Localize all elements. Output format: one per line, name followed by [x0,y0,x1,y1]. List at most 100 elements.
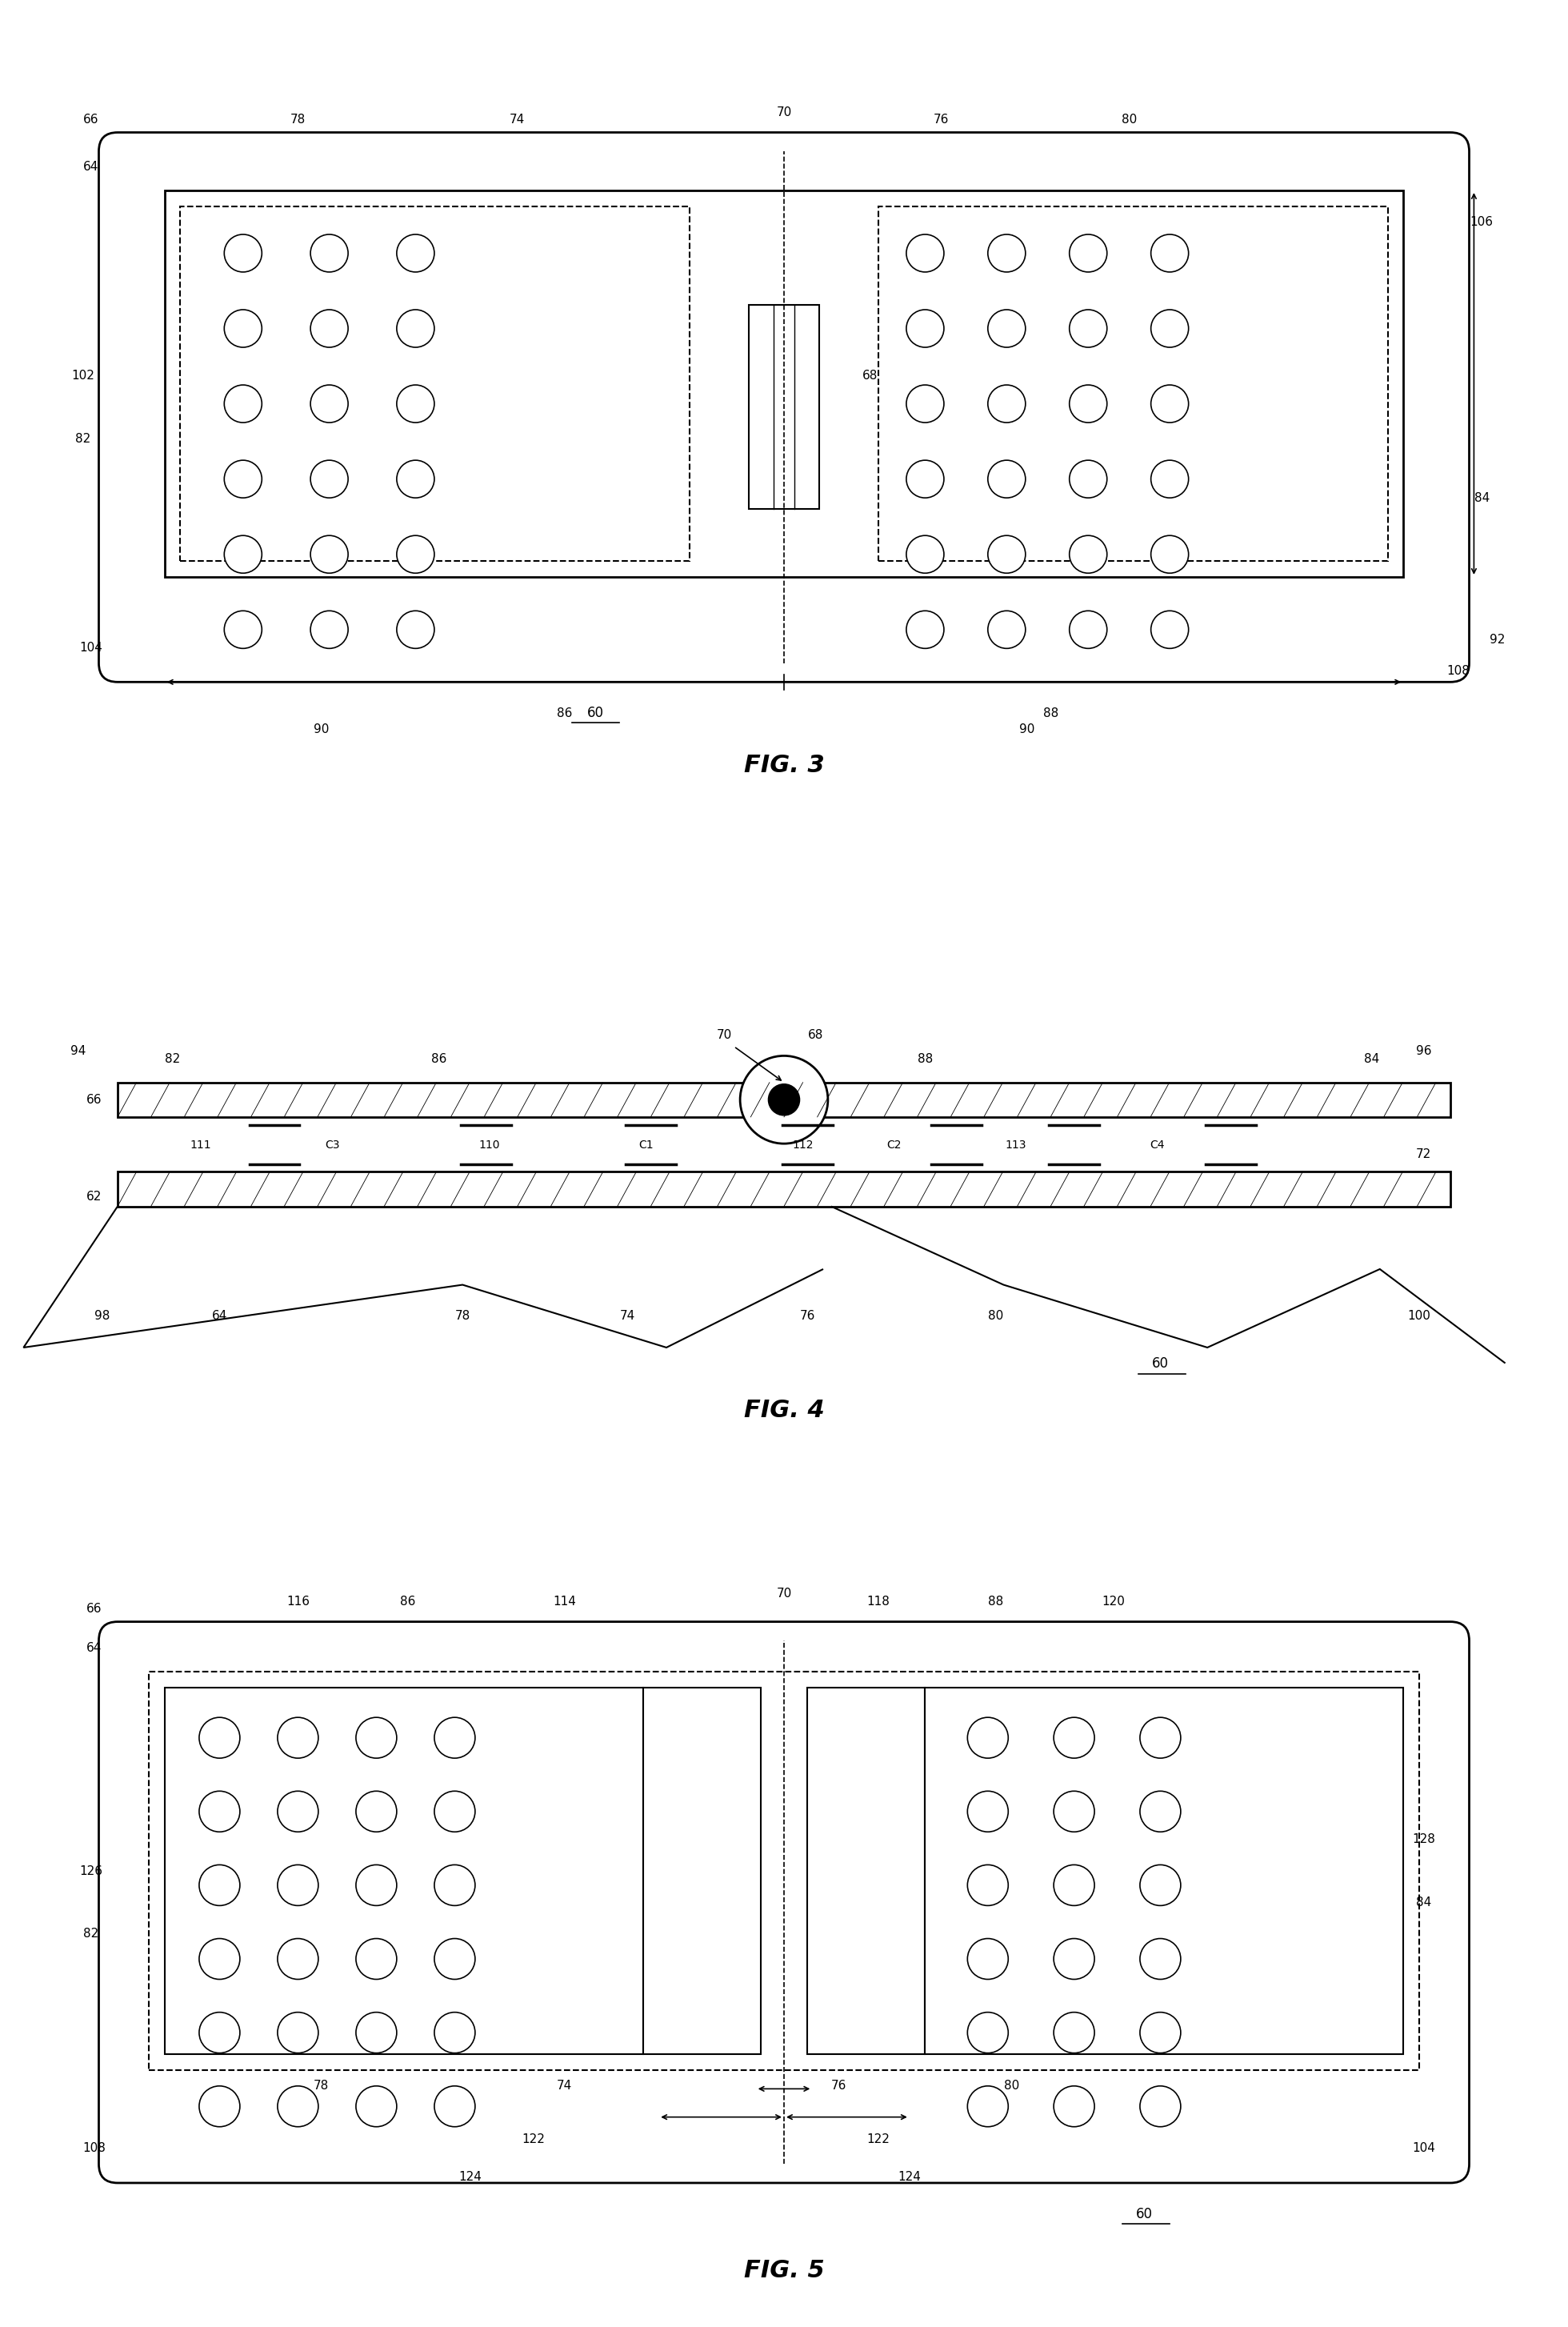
Text: 104: 104 [80,642,102,654]
Text: 102: 102 [72,370,94,382]
Circle shape [434,1864,475,1906]
Circle shape [434,2085,475,2127]
Text: 66: 66 [86,1094,102,1105]
Bar [643,1687,760,2055]
Circle shape [1151,384,1189,424]
Circle shape [397,610,434,649]
Text: 68: 68 [808,1029,823,1042]
Bar [808,1687,925,2055]
Bar [165,1687,643,2055]
Text: 78: 78 [455,1310,470,1322]
Circle shape [397,461,434,498]
Text: 80: 80 [988,1310,1004,1322]
Bar [750,305,818,510]
Circle shape [1140,2013,1181,2052]
Circle shape [199,2085,240,2127]
Circle shape [199,1938,240,1980]
FancyBboxPatch shape [99,1622,1469,2183]
FancyBboxPatch shape [99,133,1469,682]
Circle shape [967,1792,1008,1831]
Circle shape [1151,235,1189,272]
Text: 108: 108 [83,2143,105,2155]
Bar [149,1671,1419,2071]
Circle shape [967,1938,1008,1980]
Circle shape [1054,1938,1094,1980]
Text: C1: C1 [638,1140,654,1152]
Circle shape [906,535,944,572]
Text: 122: 122 [522,2134,544,2145]
Text: 90: 90 [1019,724,1035,735]
Circle shape [224,384,262,424]
Bar [878,207,1388,561]
Text: 78: 78 [314,2080,329,2092]
Circle shape [988,535,1025,572]
Circle shape [906,610,944,649]
Text: 78: 78 [290,114,306,126]
Circle shape [1054,2013,1094,2052]
Circle shape [434,2013,475,2052]
Text: 111: 111 [190,1140,212,1152]
Text: FIG. 4: FIG. 4 [743,1399,825,1422]
Text: 66: 66 [86,1603,102,1615]
Circle shape [1069,535,1107,572]
Circle shape [1151,535,1189,572]
Circle shape [310,309,348,347]
Text: 80: 80 [1121,114,1137,126]
Bar [180,207,690,561]
Text: 88: 88 [1043,707,1058,719]
Text: FIG. 5: FIG. 5 [743,2260,825,2283]
Circle shape [768,1084,800,1115]
Circle shape [1054,1864,1094,1906]
Text: 104: 104 [1413,2143,1435,2155]
Circle shape [278,1864,318,1906]
Circle shape [988,461,1025,498]
Bar [925,1687,1403,2055]
Circle shape [1069,384,1107,424]
Circle shape [740,1056,828,1143]
Circle shape [397,535,434,572]
Text: 76: 76 [831,2080,847,2092]
Circle shape [906,309,944,347]
Text: 118: 118 [867,1596,889,1608]
Text: C2: C2 [886,1140,902,1152]
Text: 66: 66 [83,114,99,126]
Circle shape [1151,461,1189,498]
Circle shape [224,610,262,649]
Circle shape [1069,309,1107,347]
Text: 128: 128 [1413,1834,1435,1845]
Circle shape [1054,1717,1094,1759]
Circle shape [1069,610,1107,649]
Circle shape [1140,2085,1181,2127]
Text: 76: 76 [933,114,949,126]
Text: 84: 84 [1364,1052,1380,1066]
Circle shape [199,1792,240,1831]
Circle shape [434,1938,475,1980]
Circle shape [356,1717,397,1759]
Circle shape [906,461,944,498]
Circle shape [988,384,1025,424]
Circle shape [310,235,348,272]
Text: 98: 98 [94,1310,110,1322]
Circle shape [967,2013,1008,2052]
Circle shape [224,309,262,347]
Circle shape [967,1717,1008,1759]
Circle shape [310,535,348,572]
Text: 90: 90 [314,724,329,735]
Circle shape [397,384,434,424]
Text: 108: 108 [1447,666,1469,677]
Text: 74: 74 [510,114,525,126]
Text: 86: 86 [431,1052,447,1066]
Text: 82: 82 [75,433,91,444]
Text: 68: 68 [862,370,878,382]
Circle shape [278,2085,318,2127]
Circle shape [356,2013,397,2052]
Text: 72: 72 [1416,1150,1432,1161]
Text: 113: 113 [1005,1140,1027,1152]
Circle shape [1140,1938,1181,1980]
Text: 74: 74 [557,2080,572,2092]
Text: FIG. 3: FIG. 3 [743,754,825,777]
Text: 70: 70 [776,1587,792,1599]
Text: 60: 60 [1152,1357,1168,1371]
Circle shape [1054,1792,1094,1831]
Text: 96: 96 [1416,1045,1432,1056]
